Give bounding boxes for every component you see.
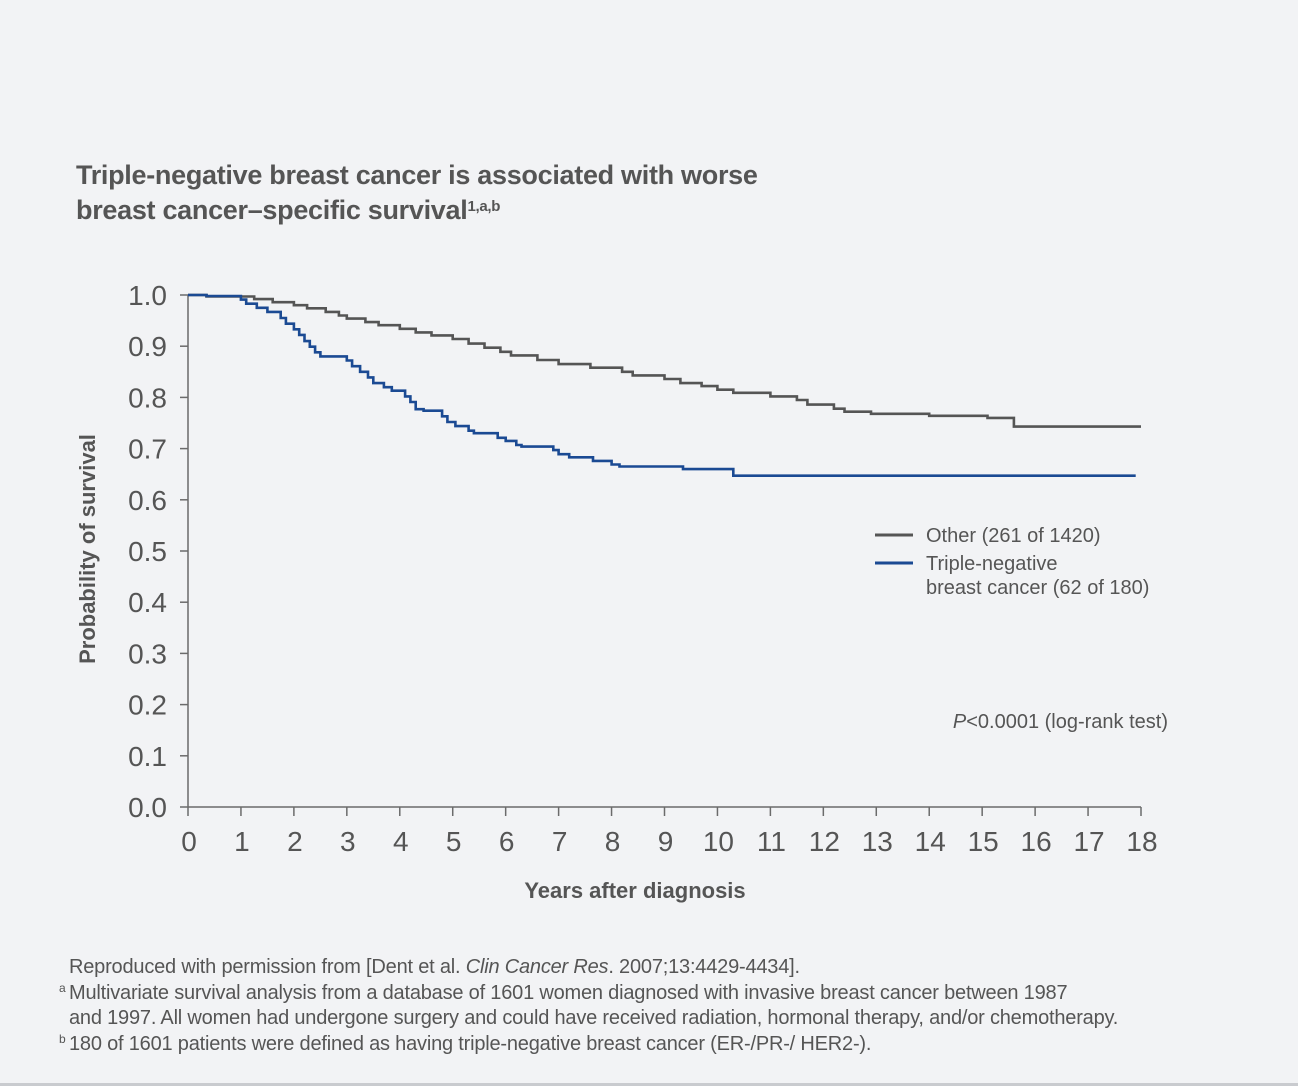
x-tick-label: 4 (393, 826, 409, 857)
title-line-2-text: breast cancer–specific survival (76, 195, 468, 225)
footnote-a: a Multivariate survival analysis from a d… (58, 981, 1118, 1007)
y-tick-label: 0.5 (128, 536, 167, 567)
y-tick-label: 0.0 (128, 792, 167, 823)
x-tick-label: 8 (605, 826, 621, 857)
reproduced-prefix: Reproduced with permission from [Dent et… (69, 956, 466, 978)
x-tick-label: 17 (1073, 826, 1104, 857)
x-tick-label: 2 (287, 826, 303, 857)
p-italic: P (953, 711, 967, 733)
y-tick-label: 0.1 (128, 741, 167, 772)
legend-label-tnbc: breast cancer (62 of 180) (926, 577, 1149, 599)
x-tick-label: 15 (968, 826, 999, 857)
footnote-a-marker: a (59, 980, 66, 995)
title-line-1: Triple-negative breast cancer is associa… (76, 160, 758, 190)
footnote-a-line1: Multivariate survival analysis from a da… (69, 981, 1068, 1004)
x-tick-label: 14 (915, 826, 946, 857)
x-tick-label: 3 (340, 826, 356, 857)
legend-label-tnbc: Triple-negative (926, 553, 1058, 575)
y-axis-label: Probability of survival (75, 434, 100, 664)
footnote-b-line: 180 of 1601 patients were defined as hav… (69, 1032, 872, 1055)
x-tick-label: 10 (703, 826, 734, 857)
footnote-b: b 180 of 1601 patients were defined as ha… (58, 1032, 1118, 1058)
x-tick-label: 11 (757, 826, 786, 857)
x-tick-label: 6 (499, 826, 515, 857)
footnote-reproduced: Reproduced with permission from [Dent et… (58, 955, 1118, 981)
footnote-a-cont: and 1997. All women had undergone surger… (58, 1006, 1118, 1032)
footnote-a-line2: and 1997. All women had undergone surger… (69, 1007, 1119, 1029)
chart-title: Triple-negative breast cancer is associa… (76, 158, 758, 228)
y-tick-label: 1.0 (128, 280, 167, 311)
y-tick-label: 0.4 (128, 587, 167, 618)
x-tick-label: 5 (446, 826, 462, 857)
x-tick-label: 13 (862, 826, 893, 857)
y-tick-label: 0.8 (128, 382, 167, 413)
series-line-tnbc (188, 293, 1136, 477)
x-tick-label: 16 (1021, 826, 1052, 857)
y-tick-label: 0.7 (128, 434, 167, 465)
x-tick-label: 0 (181, 826, 197, 857)
chart-axes: 0.00.10.20.30.40.50.60.70.80.91.00 1 2 3 4 5 6… (128, 280, 1158, 857)
reproduced-journal: Clin Cancer Res (465, 956, 609, 978)
title-superscript: 1,a,b (467, 198, 501, 215)
footnote-b-marker: b (59, 1031, 66, 1046)
x-tick-label: 1 (234, 826, 250, 857)
legend: Other (261 of 1420) Triple-negativebreast… (875, 525, 1149, 599)
x-axis-label: Years after diagnosis (524, 878, 745, 903)
y-tick-label: 0.3 (128, 638, 167, 669)
p-value-annotation: P<0.0001 (log-rank test) (953, 711, 1168, 733)
y-tick-label: 0.9 (128, 331, 167, 362)
p-value-text: <0.0001 (log-rank test) (966, 711, 1168, 733)
x-tick-label: 7 (552, 826, 568, 857)
x-tick-label: 12 (809, 826, 840, 857)
x-tick-label: 9 (658, 826, 674, 857)
survival-chart: 0.00.10.20.30.40.50.60.70.80.91.00 1 2 3 4 5 6… (75, 280, 1168, 903)
series-line-other (188, 293, 1141, 428)
footnotes: Reproduced with permission from [Dent et… (58, 955, 1118, 1057)
y-tick-label: 0.6 (128, 485, 167, 516)
x-tick-label: 18 (1126, 826, 1157, 857)
legend-label-other: Other (261 of 1420) (926, 525, 1101, 547)
y-tick-label: 0.2 (128, 690, 167, 721)
title-line-2: breast cancer–specific survival1,a,b (76, 193, 758, 228)
series-layer (188, 293, 1141, 477)
reproduced-suffix: . 2007;13:4429-4434]. (608, 956, 800, 978)
bottom-divider (0, 1083, 1298, 1086)
